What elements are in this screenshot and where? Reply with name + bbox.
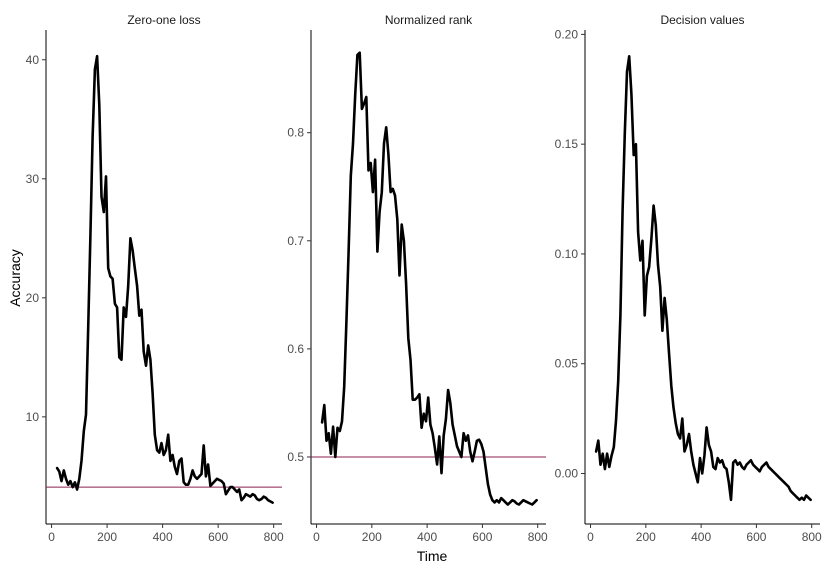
x-tick-label: 600 xyxy=(208,530,228,544)
y-tick-label: 0.8 xyxy=(287,126,304,140)
y-tick-label: 0.7 xyxy=(287,234,304,248)
series-line xyxy=(594,54,812,502)
x-tick-label: 800 xyxy=(528,530,548,544)
y-tick-label: 0.00 xyxy=(555,467,579,481)
panel-title: Zero-one loss xyxy=(127,13,200,27)
x-tick-label: 0 xyxy=(587,530,594,544)
panel-2: Normalized rank 0.5 0.6 0.7 0.8 0 200 400 600 800 xyxy=(287,13,548,544)
panel-title: Decision values xyxy=(660,13,744,27)
x-axis-label: Time xyxy=(417,548,448,564)
y-tick-label: 10 xyxy=(26,410,40,424)
x-tick-label: 400 xyxy=(691,530,711,544)
series-line xyxy=(55,54,274,504)
y-tick-label: 0.5 xyxy=(287,450,304,464)
y-tick-label: 0.20 xyxy=(555,27,579,41)
panel-title: Normalized rank xyxy=(385,13,473,27)
x-tick-label: 400 xyxy=(153,530,173,544)
y-tick-label: 30 xyxy=(26,172,40,186)
x-tick-label: 400 xyxy=(417,530,437,544)
x-tick-label: 0 xyxy=(313,530,320,544)
x-tick-label: 800 xyxy=(802,530,822,544)
y-tick-label: 0.15 xyxy=(555,137,579,151)
y-axis-label: Accuracy xyxy=(7,249,23,307)
series-line xyxy=(320,51,538,506)
x-tick-label: 200 xyxy=(636,530,656,544)
y-tick-label: 0.05 xyxy=(555,357,579,371)
x-tick-label: 0 xyxy=(48,530,55,544)
y-tick-label: 0.6 xyxy=(287,342,304,356)
y-tick-label: 0.10 xyxy=(555,247,579,261)
x-tick-label: 200 xyxy=(97,530,117,544)
y-tick-label: 20 xyxy=(26,291,40,305)
y-tick-label: 40 xyxy=(26,53,40,67)
x-tick-label: 600 xyxy=(746,530,766,544)
x-tick-label: 800 xyxy=(264,530,284,544)
x-tick-label: 600 xyxy=(472,530,492,544)
panel-3: Decision values 0.00 0.05 0.10 0.15 0.20 0 200 4… xyxy=(555,13,822,544)
x-tick-label: 200 xyxy=(362,530,382,544)
